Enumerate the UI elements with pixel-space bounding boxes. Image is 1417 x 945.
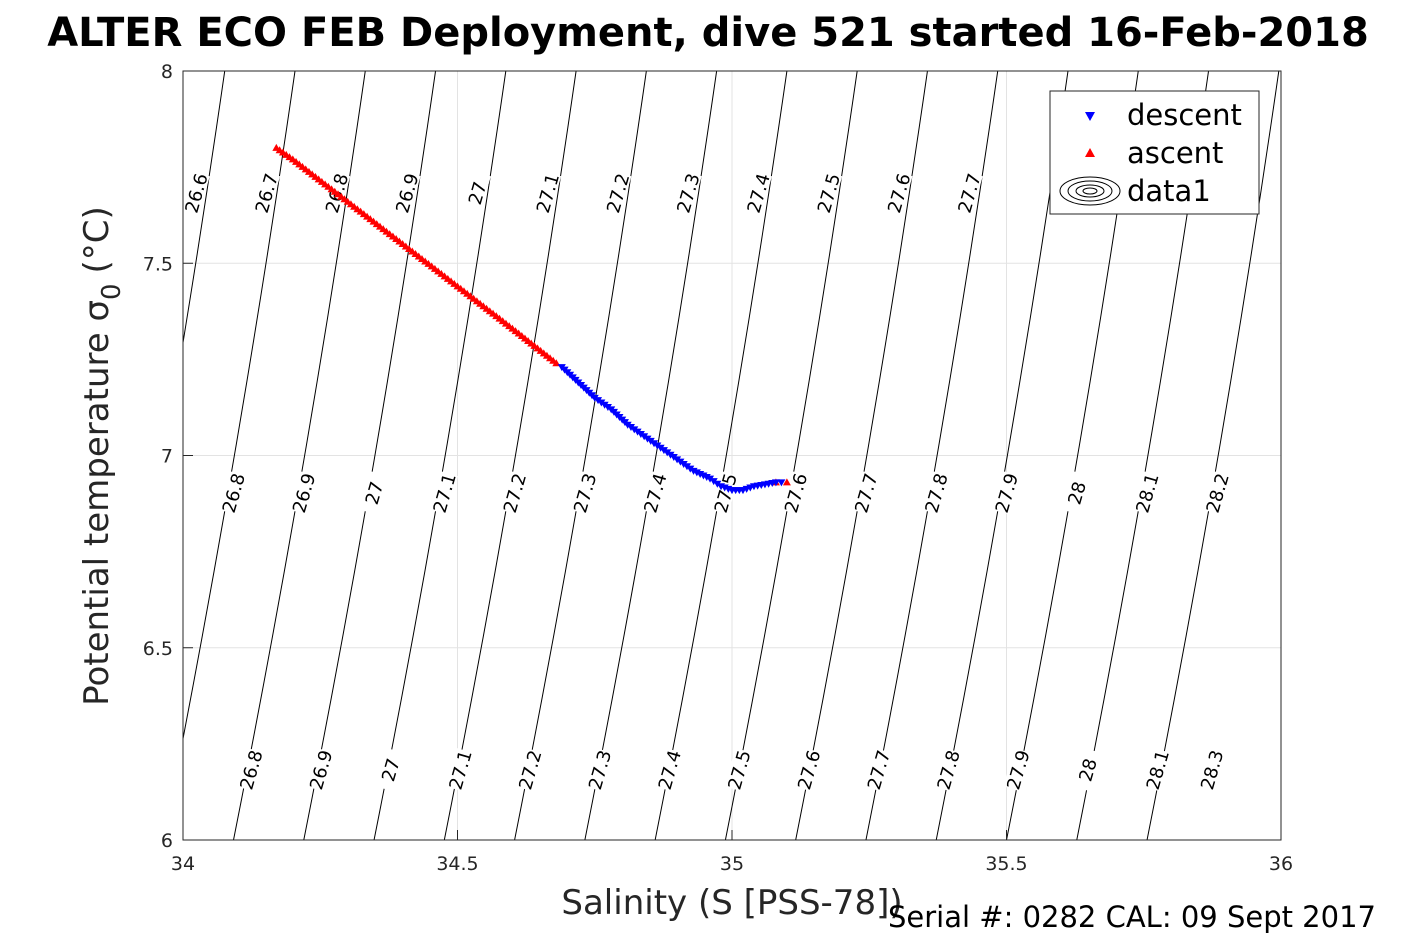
y-tick-label: 8 xyxy=(161,61,173,83)
legend: descent ascent data1 xyxy=(1049,90,1260,215)
contour-label: 27 xyxy=(462,171,491,215)
density-contour-line xyxy=(724,71,858,840)
x-tick-label: 35 xyxy=(720,853,744,875)
y-axis-label-unit: (°C) xyxy=(77,206,117,273)
density-contour-line xyxy=(373,71,507,840)
density-contour-line xyxy=(1146,71,1280,840)
legend-ascent-marker xyxy=(1085,148,1095,157)
descent-point xyxy=(777,479,786,487)
y-tick-label: 7.5 xyxy=(143,253,173,275)
density-contour-line xyxy=(514,71,647,840)
legend-descent-marker xyxy=(1085,112,1095,121)
y-tick-label: 6.5 xyxy=(143,638,173,660)
legend-descent-label: descent xyxy=(1127,98,1242,132)
y-axis-label-subscript: 0 xyxy=(97,283,127,300)
y-axis-label-main: Potential temperature σ xyxy=(77,300,117,706)
descent-point xyxy=(706,475,715,483)
y-axis-label: Potential temperature σ0 (°C) xyxy=(77,206,127,706)
density-contour-line xyxy=(795,71,928,840)
x-axis-label: Salinity (S [PSS-78]) xyxy=(561,883,902,923)
x-tick-label: 34.5 xyxy=(436,853,478,875)
y-tick-label: 7 xyxy=(161,446,173,468)
x-tick-label: 34 xyxy=(171,853,195,875)
descent-point xyxy=(713,480,722,488)
x-tick-label: 36 xyxy=(1269,853,1293,875)
descent-point xyxy=(709,478,718,486)
density-contour-line xyxy=(865,71,999,840)
data-series xyxy=(272,143,791,495)
ascent-point xyxy=(782,478,791,486)
density-contour-line xyxy=(303,71,437,840)
density-contour-line xyxy=(233,71,366,840)
serial-calibration-footer: Serial #: 0282 CAL: 09 Sept 2017 xyxy=(888,900,1376,934)
legend-contour-icon xyxy=(1059,176,1121,206)
density-contour-line xyxy=(443,71,577,840)
density-contour-line xyxy=(183,71,226,346)
legend-contour-label: data1 xyxy=(1127,174,1211,208)
y-tick-label: 6 xyxy=(161,830,173,852)
x-tick-label: 35.5 xyxy=(985,853,1027,875)
density-contour-line xyxy=(654,71,788,840)
legend-ascent-label: ascent xyxy=(1127,136,1223,170)
density-contour-line xyxy=(183,71,296,742)
ascent-point xyxy=(272,143,281,151)
chart-title: ALTER ECO FEB Deployment, dive 521 start… xyxy=(47,10,1369,56)
density-contour-line xyxy=(584,71,718,840)
descent-point xyxy=(771,479,780,487)
axis-ticks: 34 34.5 35 35.5 36 6 6.5 7 7.5 8 xyxy=(143,61,1293,875)
